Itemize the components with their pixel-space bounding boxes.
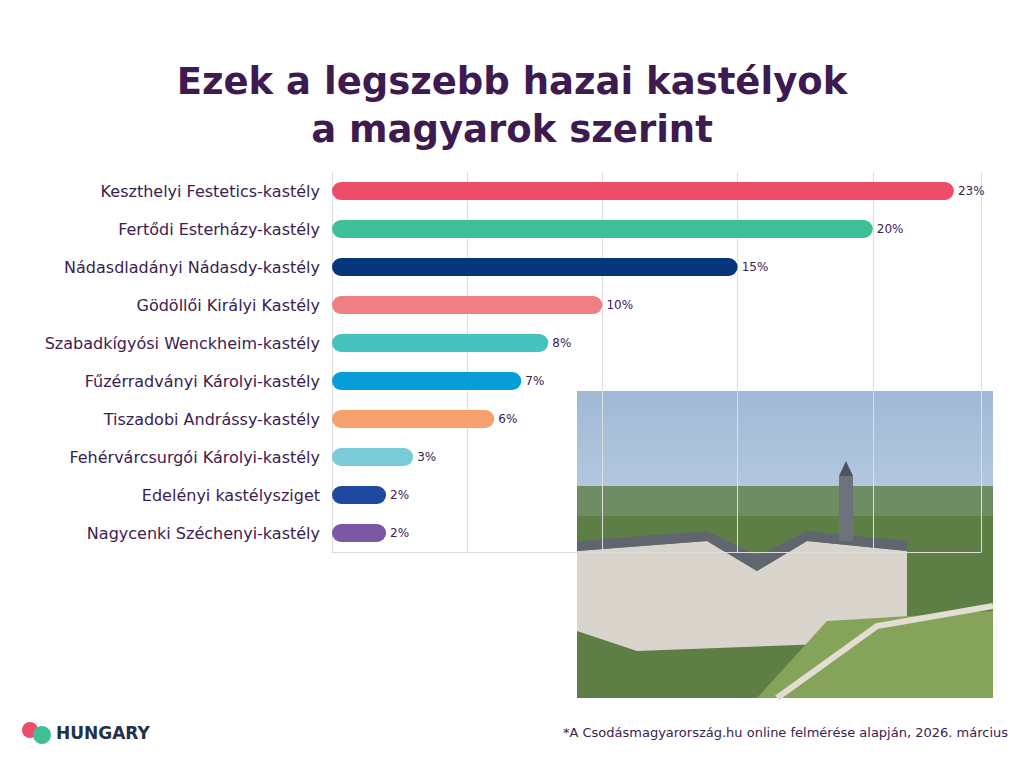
svg-text:Fertődi Esterházy-kastély: Fertődi Esterházy-kastély: [118, 220, 320, 239]
svg-text:20%: 20%: [877, 222, 904, 236]
svg-text:HUNGARY: HUNGARY: [56, 723, 151, 743]
svg-text:Tiszadobi Andrássy-kastély: Tiszadobi Andrássy-kastély: [103, 410, 320, 429]
svg-text:Fűzérradványi Károlyi-kastély: Fűzérradványi Károlyi-kastély: [85, 372, 320, 391]
svg-text:Edelényi kastélysziget: Edelényi kastélysziget: [142, 486, 320, 505]
svg-text:Fehérvárcsurgói Károlyi-kastél: Fehérvárcsurgói Károlyi-kastély: [69, 448, 320, 467]
svg-text:*A Csodásmagyarország.hu onlin: *A Csodásmagyarország.hu online felmérés…: [563, 725, 1008, 740]
svg-text:Gödöllői Királyi Kastély: Gödöllői Királyi Kastély: [137, 296, 321, 315]
svg-text:Nádasdladányi Nádasdy-kastély: Nádasdladányi Nádasdy-kastély: [64, 258, 320, 277]
svg-text:Ezek a legszebb hazai kastélyo: Ezek a legszebb hazai kastélyok: [177, 60, 849, 103]
svg-text:8%: 8%: [552, 336, 571, 350]
svg-text:Keszthelyi Festetics-kastély: Keszthelyi Festetics-kastély: [101, 182, 320, 201]
svg-text:7%: 7%: [525, 374, 544, 388]
svg-text:2%: 2%: [390, 526, 409, 540]
svg-text:3%: 3%: [417, 450, 436, 464]
svg-text:2%: 2%: [390, 488, 409, 502]
svg-text:6%: 6%: [498, 412, 517, 426]
svg-text:23%: 23%: [958, 184, 985, 198]
svg-text:10%: 10%: [606, 298, 633, 312]
svg-text:Szabadkígyósi Wenckheim-kastél: Szabadkígyósi Wenckheim-kastély: [45, 334, 320, 353]
svg-text:15%: 15%: [742, 260, 769, 274]
svg-text:a magyarok szerint: a magyarok szerint: [311, 108, 713, 151]
svg-text:Nagycenki Széchenyi-kastély: Nagycenki Széchenyi-kastély: [87, 524, 320, 543]
